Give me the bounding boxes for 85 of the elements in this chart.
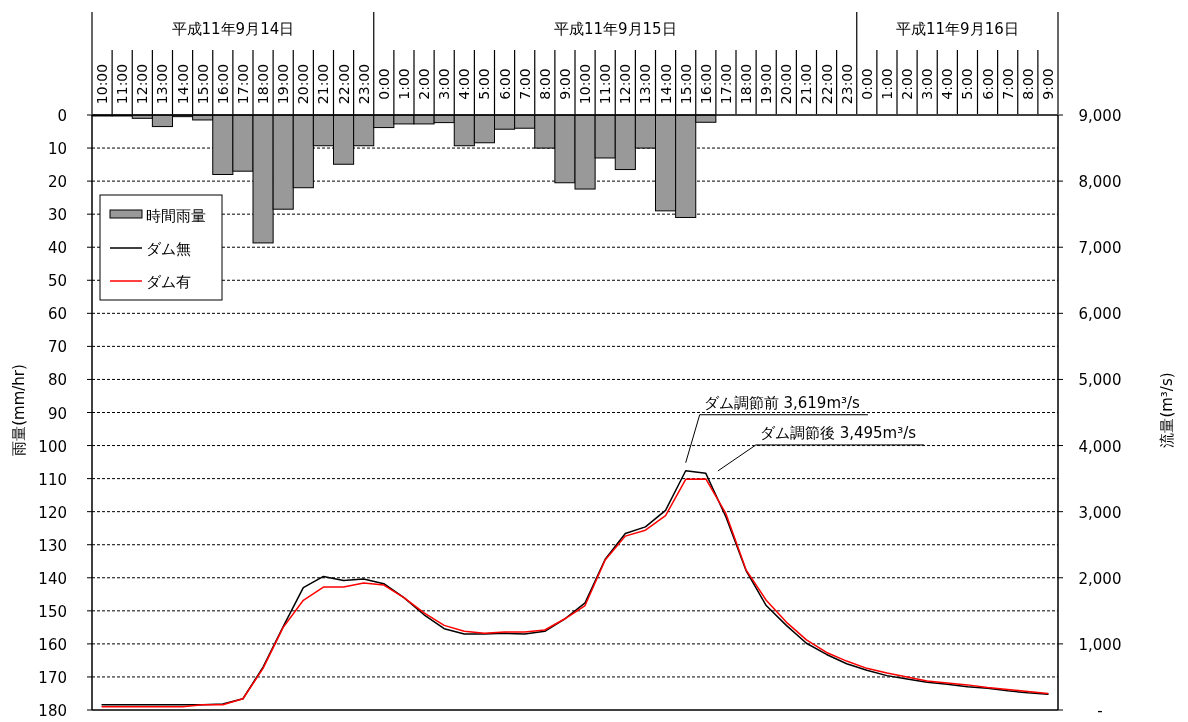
x-tick-label: 15:00 <box>194 63 211 105</box>
x-tick-label: 21:00 <box>798 63 815 105</box>
x-tick-label: 17:00 <box>234 63 251 105</box>
y-axis-title: 雨量(mm/hr) <box>10 364 28 456</box>
x-tick-label: 21:00 <box>315 63 332 105</box>
annotation: ダム調節後 3,495m³/s <box>717 423 925 472</box>
x-tick-label: 0:00 <box>858 68 875 100</box>
x-tick-label: 20:00 <box>295 63 312 105</box>
y-tick-label: 120 <box>38 503 67 522</box>
x-tick-label: 7:00 <box>999 68 1016 100</box>
x-tick-label: 4:00 <box>939 68 956 100</box>
y-tick-label: 10 <box>47 140 67 159</box>
x-tick-label: 14:00 <box>657 63 674 105</box>
x-tick-label: 9:00 <box>1039 68 1056 100</box>
x-tick-label: 16:00 <box>214 63 231 105</box>
y-tick-label: 20 <box>47 173 67 192</box>
x-tick-label: 14:00 <box>174 63 191 105</box>
x-tick-label: 1:00 <box>878 68 895 100</box>
y2-tick-label: 3,000 <box>1078 503 1122 522</box>
y2-tick-label: 5,000 <box>1078 371 1122 390</box>
x-tick-label: 3:00 <box>919 68 936 100</box>
x-tick-label: 5:00 <box>476 68 493 100</box>
y2-tick-label: 4,000 <box>1078 437 1122 456</box>
y-tick-label: 90 <box>47 404 67 423</box>
y2-tick-label: 2,000 <box>1078 569 1122 588</box>
x-tick-label: 2:00 <box>899 68 916 100</box>
y-tick-label: 50 <box>47 272 67 291</box>
y-tick-label: 80 <box>47 371 67 390</box>
x-tick-label: 18:00 <box>738 63 755 105</box>
x-tick-label: 22:00 <box>335 63 352 105</box>
x-tick-label: 19:00 <box>275 63 292 105</box>
x-tick-label: 1:00 <box>395 68 412 100</box>
x-tick-label: 2:00 <box>416 68 433 100</box>
y-tick-label: 70 <box>47 338 67 357</box>
x-tick-label: 8:00 <box>1019 68 1036 100</box>
y2-tick-label: 9,000 <box>1078 107 1122 125</box>
x-tick-label: 3:00 <box>436 68 453 100</box>
y2-tick-label: 8,000 <box>1078 173 1122 192</box>
y-tick-label: 100 <box>38 437 67 456</box>
y-tick-label: 30 <box>47 206 67 225</box>
y-tick-label: 0 <box>57 107 67 125</box>
x-tick-label: 18:00 <box>255 63 272 105</box>
x-tick-label: 12:00 <box>617 63 634 105</box>
x-tick-label: 23:00 <box>355 63 372 105</box>
x-tick-label: 13:00 <box>154 63 171 105</box>
y2-tick-label: 7,000 <box>1078 239 1122 258</box>
x-tick-label: 17:00 <box>717 63 734 105</box>
x-tick-label: 12:00 <box>134 63 151 105</box>
y2-axis-title: 流量(m³/s) <box>1158 372 1176 448</box>
x-tick-label: 22:00 <box>818 63 835 105</box>
y-tick-label: 170 <box>38 668 67 687</box>
y-tick-label: 160 <box>38 635 67 654</box>
x-tick-label: 5:00 <box>959 68 976 100</box>
y-tick-label: 110 <box>38 470 67 489</box>
y-tick-label: 180 <box>38 702 67 720</box>
x-tick-label: 19:00 <box>758 63 775 105</box>
y-tick-label: 130 <box>38 536 67 555</box>
y-tick-label: 150 <box>38 602 67 621</box>
y2-tick-label: - <box>1097 702 1103 720</box>
annotation: ダム調節後 3,495m³/s <box>759 423 917 442</box>
x-tick-label: 15:00 <box>677 63 694 105</box>
x-tick-label: 10:00 <box>577 63 594 105</box>
x-tick-label: 16:00 <box>697 63 714 105</box>
y-tick-label: 40 <box>47 239 67 258</box>
x-tick-label: 4:00 <box>456 68 473 100</box>
x-tick-label: 11:00 <box>114 63 131 105</box>
x-tick-label: 23:00 <box>838 63 855 105</box>
annotation: ダム調節前 3,619m³/s <box>703 393 861 412</box>
legend-label: ダム無 <box>146 240 191 258</box>
x-tick-label: 0:00 <box>375 68 392 100</box>
x-tick-label: 13:00 <box>637 63 654 105</box>
y2-tick-label: 1,000 <box>1078 635 1122 654</box>
legend-label: 時間雨量 <box>146 207 206 225</box>
x-tick-label: 20:00 <box>778 63 795 105</box>
x-tick-label: 9:00 <box>556 68 573 100</box>
x-tick-label: 11:00 <box>597 63 614 105</box>
x-tick-label: 6:00 <box>979 68 996 100</box>
legend-label: ダム有 <box>146 273 191 291</box>
x-tick-label: 10:00 <box>94 63 111 105</box>
y-tick-label: 140 <box>38 569 67 588</box>
x-tick-label: 7:00 <box>516 68 533 100</box>
y2-tick-label: 6,000 <box>1078 305 1122 324</box>
y-tick-label: 60 <box>47 305 67 324</box>
x-tick-label: 8:00 <box>536 68 553 100</box>
x-tick-label: 6:00 <box>496 68 513 100</box>
